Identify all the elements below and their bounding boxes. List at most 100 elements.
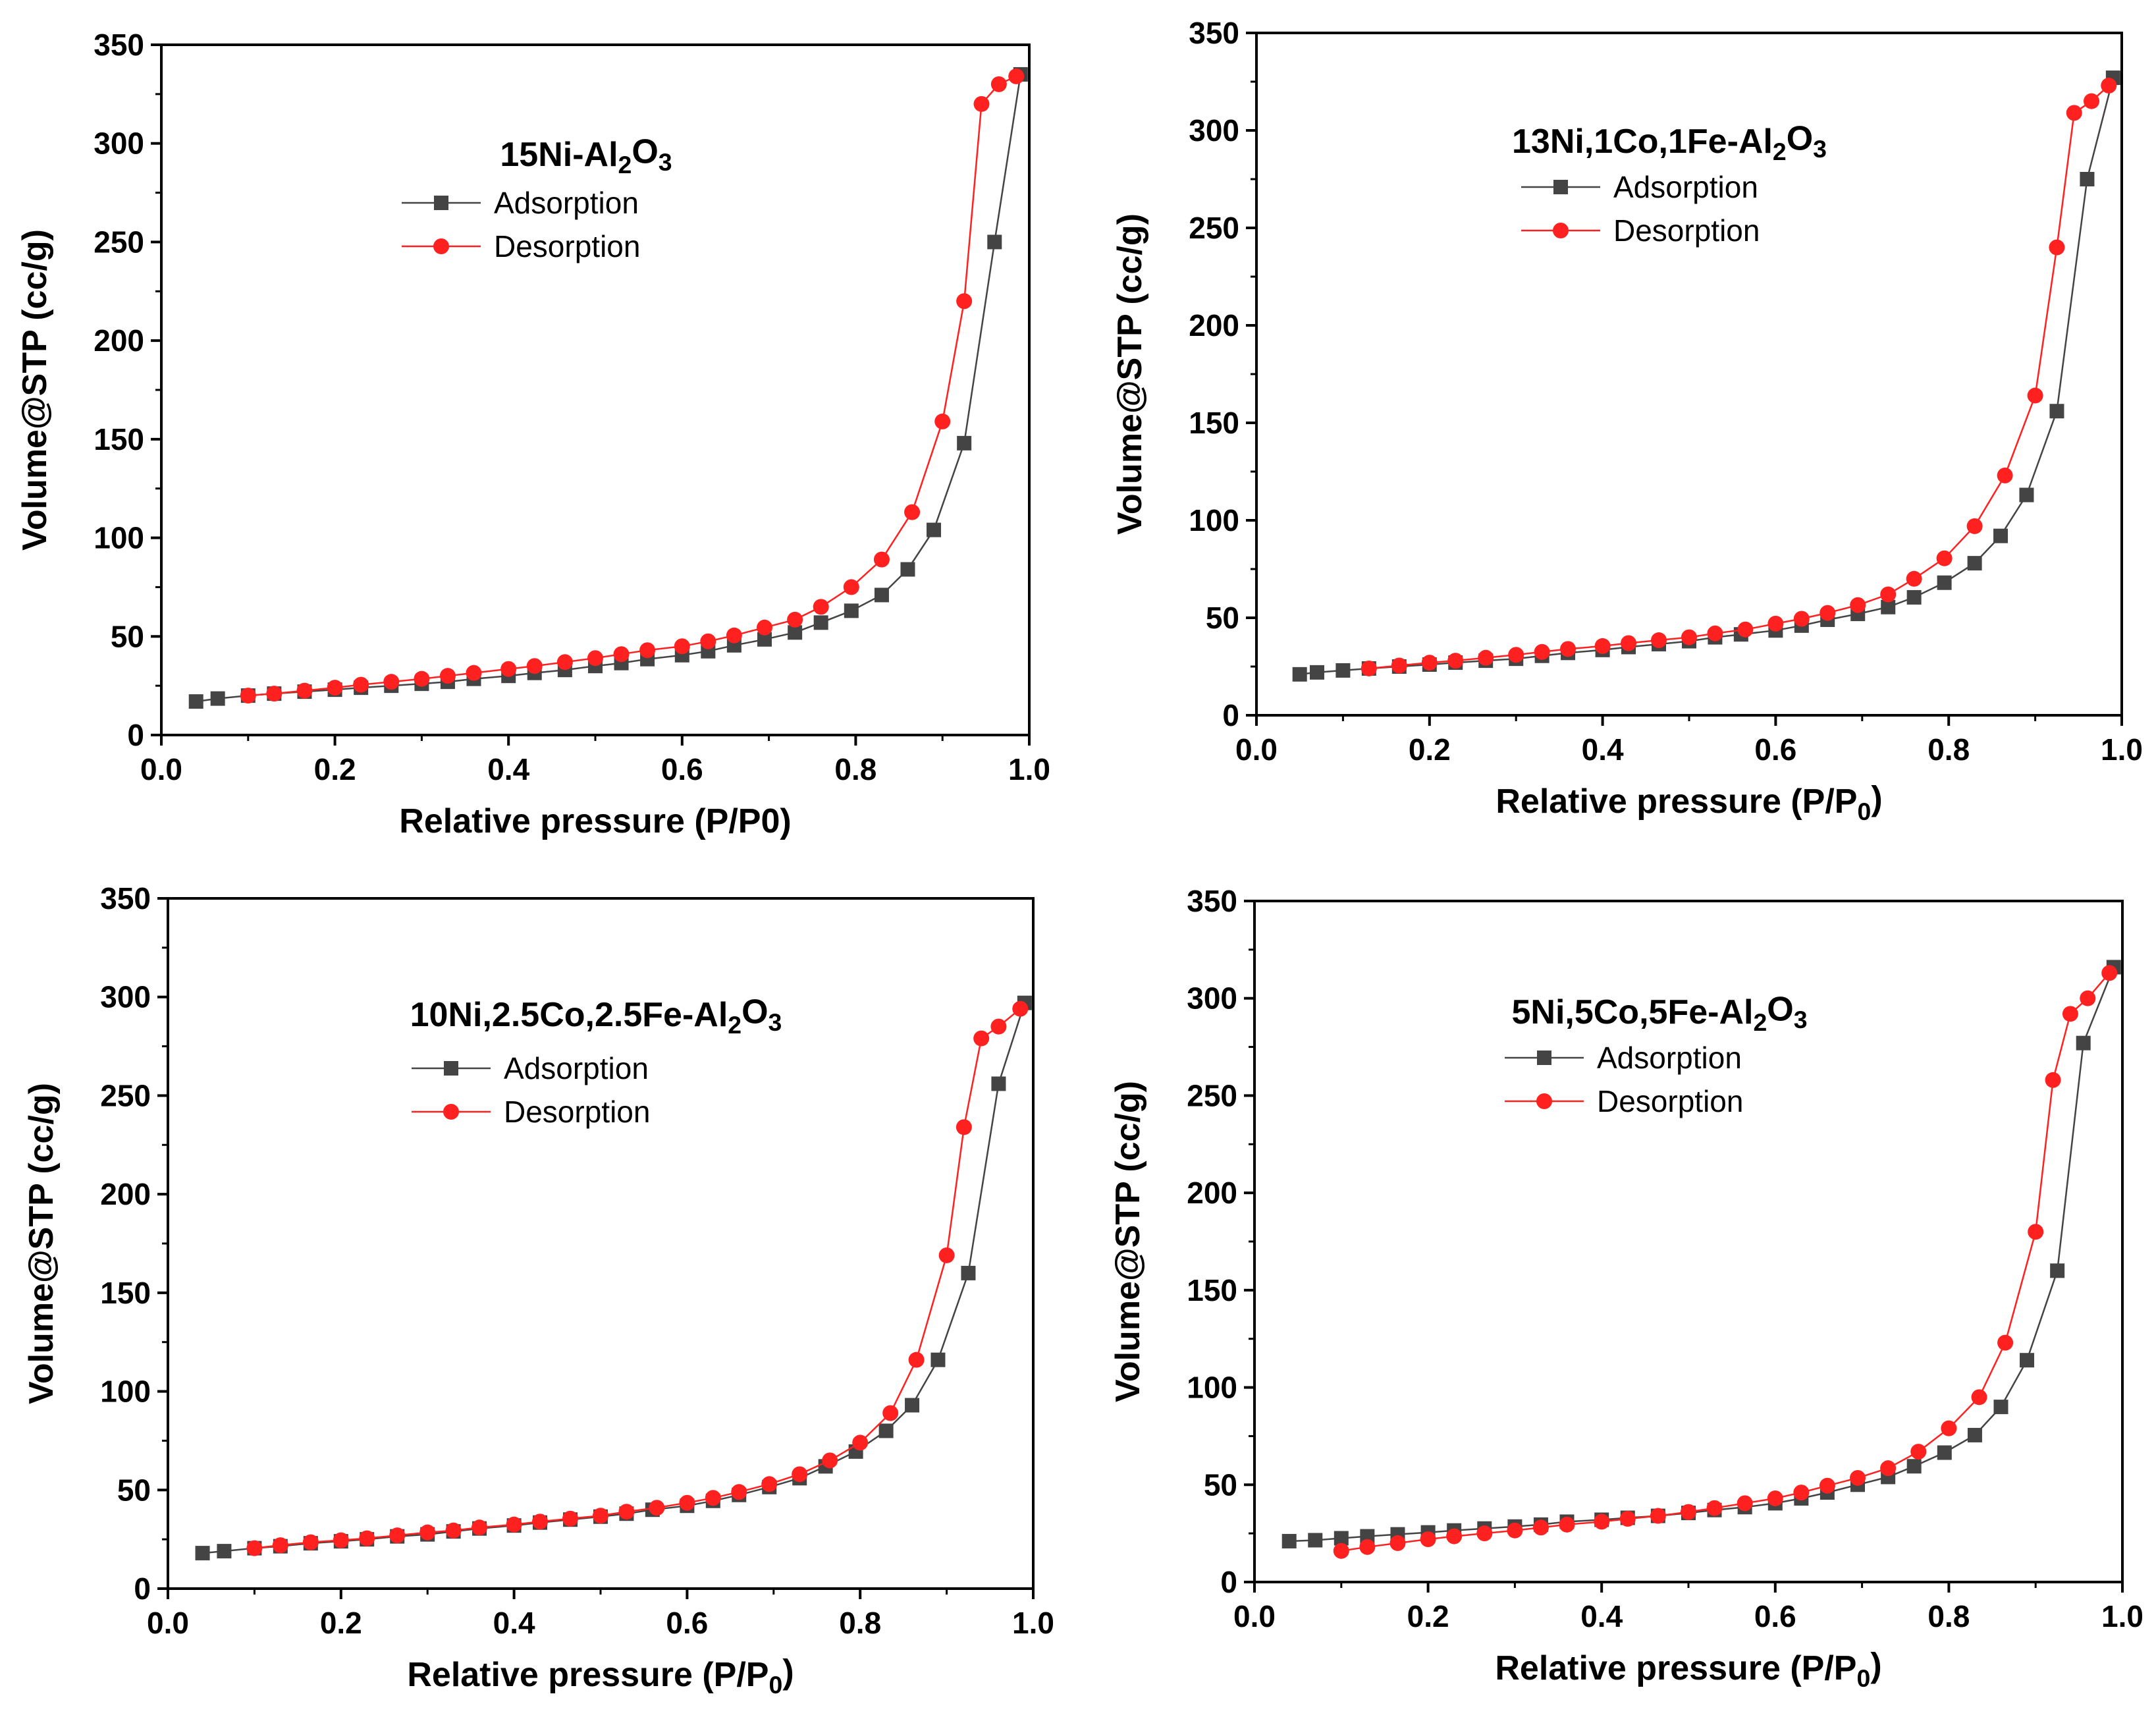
data-point [649, 1500, 665, 1516]
chart-panel-2: 0.0 0.2 0.4 0.6 0.8 1.0 0 50 100 150 200 250 300 350 R… [1111, 16, 2143, 825]
data-point [1707, 625, 1723, 642]
x-axis-title: Relative pressure (P/P0) [1496, 780, 1882, 826]
y-tick-label: 200 [100, 1177, 151, 1211]
data-point [1478, 649, 1494, 666]
data-point [957, 435, 972, 451]
x-tick-label: 1.0 [2101, 1599, 2143, 1633]
y-tick-label: 250 [1189, 211, 1239, 245]
data-point [757, 619, 773, 636]
data-point [1333, 1543, 1349, 1559]
data-point [272, 1537, 288, 1554]
legend-entry-desorption: Desorption [1521, 213, 1760, 248]
data-point [1508, 647, 1524, 663]
chart-panel-1: 0.0 0.2 0.4 0.6 0.8 1.0 0 50 100 150 200 250 300 350 R… [16, 28, 1050, 840]
data-point [2080, 990, 2096, 1006]
y-tick-label: 300 [94, 126, 144, 161]
data-point [1309, 665, 1324, 680]
data-point [927, 522, 942, 537]
data-point [1681, 1504, 1696, 1520]
y-tick-label: 100 [100, 1375, 151, 1409]
data-point [1650, 1508, 1666, 1524]
data-point [1012, 1000, 1029, 1017]
data-point [2050, 1263, 2065, 1278]
data-point [210, 691, 225, 706]
data-point [1967, 1427, 1982, 1442]
data-point [1308, 1533, 1323, 1548]
data-point [1737, 1495, 1753, 1512]
data-point [843, 579, 859, 595]
series-line [254, 1008, 1021, 1549]
data-point [188, 694, 203, 709]
data-point [353, 676, 369, 693]
data-point [414, 670, 430, 687]
data-point [1360, 1529, 1375, 1544]
series-adsorption [1292, 70, 2120, 682]
y-tick-label: 150 [94, 422, 144, 456]
data-point [1560, 641, 1577, 657]
y-tick-label: 150 [1187, 1273, 1237, 1307]
data-point [1793, 611, 1810, 627]
data-point [327, 680, 343, 696]
x-tick-label: 0.8 [1927, 732, 1970, 767]
data-point [439, 668, 456, 684]
series-desorption [1361, 77, 2117, 676]
data-point [266, 686, 283, 702]
x-tick-label: 0.8 [834, 752, 876, 786]
legend-entry-desorption: Desorption [402, 229, 640, 263]
x-tick-label: 0.4 [1582, 732, 1624, 767]
series-desorption [1333, 965, 2118, 1559]
legend-marker [443, 1104, 459, 1120]
x-tick-label: 0.4 [1580, 1599, 1623, 1633]
data-point [1993, 1400, 2008, 1415]
data-point [1997, 467, 2013, 483]
legend-label: Desorption [1597, 1084, 1743, 1118]
data-point [852, 1434, 869, 1451]
y-tick-label: 300 [100, 980, 151, 1014]
data-point [1850, 1469, 1866, 1486]
x-tick-label: 0.4 [487, 752, 529, 786]
legend-marker [1553, 223, 1569, 238]
y-tick-label: 150 [100, 1276, 151, 1310]
data-point [990, 1018, 1007, 1035]
data-point [788, 625, 803, 640]
data-point [900, 562, 915, 577]
y-tick-label: 250 [100, 1078, 151, 1112]
data-point [1292, 667, 1307, 682]
y-axis-title: Volume@STP (cc/g) [16, 229, 54, 551]
x-tick-label: 0.6 [1754, 732, 1796, 767]
legend-entry-adsorption: Adsorption [1521, 170, 1758, 204]
y-tick-label: 250 [1187, 1078, 1237, 1112]
data-point [1737, 621, 1754, 638]
y-axis-title: Volume@STP (cc/g) [22, 1083, 61, 1404]
panel-title: 5Ni,5Co,5Fe-Al2O3 [1511, 991, 1807, 1037]
data-point [472, 1519, 488, 1536]
legend-marker [433, 238, 449, 254]
x-axis-title: Relative pressure (P/P0) [407, 1653, 794, 1699]
y-tick-label: 100 [94, 521, 144, 555]
data-point [383, 674, 400, 690]
legend-label: Desorption [504, 1095, 650, 1129]
data-point [705, 1490, 721, 1506]
data-point [1906, 570, 1922, 587]
data-point [1937, 575, 1952, 590]
data-point [2084, 93, 2100, 109]
data-point [956, 1119, 972, 1135]
x-tick-label: 0.4 [493, 1606, 535, 1640]
data-point [1559, 1516, 1575, 1533]
legend-marker [1536, 1093, 1552, 1109]
y-tick-label: 0 [127, 718, 144, 752]
data-point [1334, 1531, 1349, 1546]
data-point [700, 633, 716, 649]
data-point [240, 688, 256, 704]
data-point [1767, 1490, 1783, 1506]
series-line [202, 1002, 1026, 1554]
legend-label: Adsorption [1597, 1041, 1742, 1075]
x-tick-label: 0.0 [140, 752, 182, 786]
y-tick-label: 200 [94, 323, 144, 358]
y-tick-label: 200 [1187, 1176, 1237, 1210]
y-tick-label: 50 [1204, 1467, 1237, 1502]
y-tick-label: 350 [1189, 16, 1239, 50]
data-point [1391, 657, 1407, 674]
data-point [1008, 68, 1025, 84]
data-point [934, 413, 951, 429]
